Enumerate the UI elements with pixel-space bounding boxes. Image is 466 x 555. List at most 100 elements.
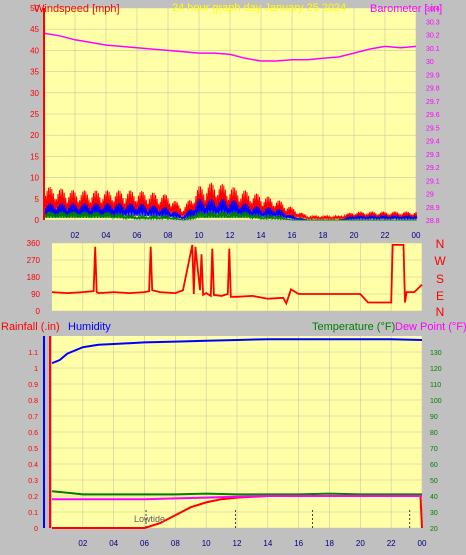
windspeed-tick-label: 45 (30, 25, 39, 34)
direction-tick-labels: 0 90 180 270 360 (27, 239, 41, 316)
direction-tick-label: 90 (31, 290, 40, 299)
barometer-tick-label: 29.6 (426, 112, 440, 119)
wind-time-tick-label: 16 (288, 231, 297, 240)
rainfall-tick-labels: 0 0.1 0.2 0.3 0.4 0.5 0.6 0.7 0.8 0.9 1 1.1 (28, 350, 38, 533)
rainfall-tick-label: 0.4 (28, 462, 38, 469)
barometer-tick-label: 28.8 (426, 218, 440, 225)
rainfall-tick-label: 0.6 (28, 430, 38, 437)
compass-label: E (436, 289, 444, 303)
windspeed-tick-label: 50 (30, 4, 39, 13)
rain-time-tick-label: 18 (325, 539, 334, 548)
windspeed-tick-label: 30 (30, 89, 39, 98)
rain-time-tick-label: 10 (202, 539, 211, 548)
barometer-tick-label: 30 (426, 59, 434, 66)
wind-time-tick-label: 18 (319, 231, 328, 240)
rain-time-tick-label: 06 (140, 539, 149, 548)
temperature-tick-label: 100 (430, 398, 442, 405)
rainfall-axis-label: Rainfall (.in) (1, 321, 60, 333)
barometer-tick-label: 29.9 (426, 72, 440, 79)
windspeed-tick-label: 0 (35, 216, 40, 225)
windspeed-line (43, 182, 418, 221)
dew-point-line (52, 495, 422, 501)
rain-series (51, 338, 423, 529)
rain-time-tick-label: 00 (418, 539, 427, 548)
graph-title: 24 hour graph day January 25 2024 (172, 2, 346, 14)
windspeed-tick-label: 20 (30, 131, 39, 140)
barometer-tick-label: 30.3 (426, 19, 440, 26)
windspeed-tick-label: 40 (30, 46, 39, 55)
lowtide-annotation: Lowtide (134, 514, 165, 524)
barometer-line (43, 32, 417, 62)
temperature-tick-label: 50 (430, 478, 438, 485)
barometer-tick-label: 28.9 (426, 205, 440, 212)
barometer-tick-labels: 28.8 28.9 29 29.1 29.2 29.3 29.4 29.5 29.6 29.7 29… (426, 6, 440, 225)
temperature-label: Temperature (°F) (312, 321, 395, 333)
windspeed-tick-labels: 0 5 10 15 20 25 30 35 40 45 50 (30, 4, 39, 225)
rainfall-tick-label: 0 (34, 526, 38, 533)
wind-direction-line (51, 243, 423, 306)
rainfall-tick-label: 0.7 (28, 414, 38, 421)
direction-tick-label: 0 (36, 307, 41, 316)
rainfall-tick-label: 0.8 (28, 398, 38, 405)
temperature-tick-label: 80 (430, 430, 438, 437)
rainfall-tick-label: 0.2 (28, 494, 38, 501)
rain-time-tick-label: 22 (387, 539, 396, 548)
rainfall-tick-label: 0.9 (28, 382, 38, 389)
temperature-tick-label: 120 (430, 366, 442, 373)
windspeed-line (43, 198, 418, 221)
barometer-tick-label: 30.2 (426, 33, 440, 40)
wind-time-tick-label: 20 (350, 231, 359, 240)
rain-time-tick-label: 02 (78, 539, 87, 548)
wind-time-tick-label: 08 (164, 231, 173, 240)
wind-time-tick-label: 22 (381, 231, 390, 240)
rainfall-tick-label: 1 (34, 366, 38, 373)
rain-time-tick-label: 20 (356, 539, 365, 548)
temperature-tick-label: 130 (430, 350, 442, 357)
wind-time-tick-label: 02 (71, 231, 80, 240)
temperature-tick-label: 60 (430, 462, 438, 469)
barometer-axis-label: Barometer [.in] (370, 3, 442, 15)
windspeed-axis-label: Windspeed [mph] (34, 3, 120, 15)
direction-tick-label: 180 (27, 273, 41, 282)
temperature-tick-label: 20 (430, 526, 438, 533)
barometer-tick-label: 29.2 (426, 165, 440, 172)
rainfall-tick-label: 0.1 (28, 510, 38, 517)
dew-point-label: Dew Point (°F) (395, 321, 466, 333)
tide-markers (145, 510, 411, 528)
compass-label: W (434, 254, 446, 268)
temperature-tick-labels: 20 30 40 50 60 70 80 90 100 110 120 130 (430, 350, 442, 533)
barometer-tick-label: 29.1 (426, 178, 440, 185)
temperature-tick-label: 30 (430, 510, 438, 517)
wind-time-tick-label: 12 (226, 231, 235, 240)
barometer-tick-label: 29.3 (426, 152, 440, 159)
rainfall-tick-label: 1.1 (28, 350, 38, 357)
direction-tick-label: 360 (27, 239, 41, 248)
rain-time-tick-labels: 02 04 06 08 10 12 14 16 18 20 22 00 (78, 539, 427, 548)
windspeed-line (43, 211, 417, 221)
wind-time-tick-label: 10 (195, 231, 204, 240)
rain-time-tick-label: 08 (171, 539, 180, 548)
compass-label: S (436, 272, 444, 286)
rainfall-tick-label: 0.5 (28, 446, 38, 453)
windspeed-tick-label: 15 (30, 152, 39, 161)
temperature-tick-label: 110 (430, 382, 441, 389)
rain-time-tick-label: 14 (263, 539, 272, 548)
compass-label: N (436, 237, 445, 251)
rain-time-tick-label: 16 (294, 539, 303, 548)
wind-time-tick-label: 04 (102, 231, 111, 240)
wind-time-tick-label: 00 (412, 231, 421, 240)
barometer-tick-label: 29.4 (426, 139, 440, 146)
barometer-tick-label: 29.5 (426, 125, 440, 132)
temperature-tick-label: 90 (430, 414, 438, 421)
wind-time-tick-label: 14 (257, 231, 266, 240)
compass-label: N (436, 305, 445, 319)
windspeed-tick-label: 25 (30, 110, 39, 119)
rain-time-tick-label: 12 (233, 539, 242, 548)
wind-time-tick-labels: 02 04 06 08 10 12 14 16 18 20 22 00 (71, 231, 421, 240)
wind-gridlines (44, 7, 417, 221)
temperature-tick-label: 70 (430, 446, 438, 453)
